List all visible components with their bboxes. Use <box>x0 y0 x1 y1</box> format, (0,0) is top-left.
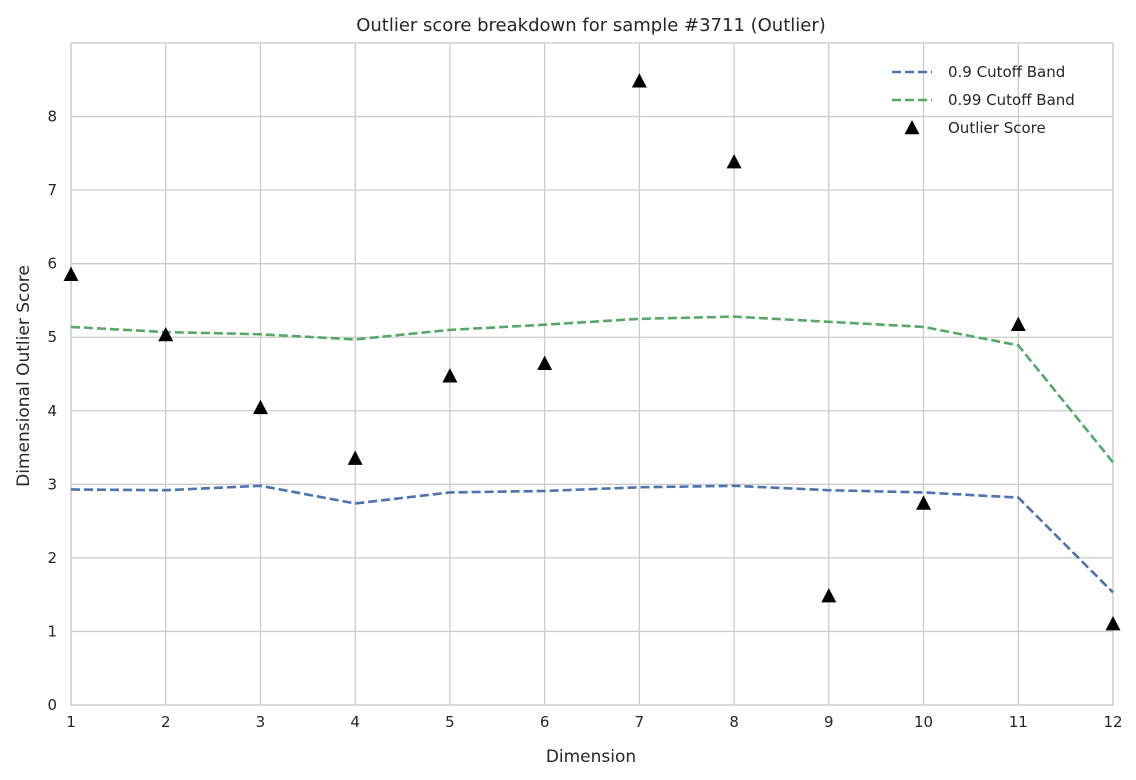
outlier-score-point <box>916 495 932 510</box>
outlier-score-point <box>537 355 553 370</box>
outlier-score-point <box>1010 316 1026 331</box>
x-tick-label: 9 <box>824 713 834 731</box>
0-9-cutoff-band-line <box>70 484 1114 594</box>
y-tick-label: 6 <box>47 255 57 273</box>
y-tick-label: 5 <box>47 328 57 346</box>
y-tick-label: 7 <box>47 181 57 199</box>
y-tick-label: 0 <box>47 696 57 714</box>
x-tick-label: 7 <box>635 713 645 731</box>
x-tick-label: 1 <box>66 713 76 731</box>
x-tick-label: 2 <box>161 713 171 731</box>
plot-frame <box>70 42 1114 706</box>
x-tick-label: 4 <box>350 713 360 731</box>
x-tick-label: 12 <box>1103 713 1122 731</box>
y-axis-title: Dimensional Outlier Score <box>14 265 34 487</box>
y-tick-label: 2 <box>47 549 57 567</box>
outlier-score-point <box>63 266 79 281</box>
outlier-score-point <box>1105 616 1121 631</box>
legend: 0.9 Cutoff Band 0.99 Cutoff Band Outlier S… <box>892 63 1075 137</box>
x-tick-label: 6 <box>540 713 550 731</box>
x-tick-label: 3 <box>256 713 266 731</box>
outlier-score-point <box>726 154 742 169</box>
outlier-score-point <box>158 326 174 342</box>
outlier-score-point <box>252 399 268 415</box>
legend-label-0-9-cutoff-band: 0.9 Cutoff Band <box>948 63 1065 81</box>
x-tick-label: 10 <box>914 713 933 731</box>
plot-area <box>70 42 1114 706</box>
legend-swatch-outlier-score <box>904 119 920 135</box>
outlier-score-point <box>347 450 363 465</box>
y-tick-label: 8 <box>47 108 57 126</box>
x-tick-label: 11 <box>1009 713 1028 731</box>
y-tick-label: 3 <box>47 475 57 493</box>
legend-label-0-99-cutoff-band: 0.99 Cutoff Band <box>948 91 1075 109</box>
y-tick-label: 4 <box>47 402 57 420</box>
x-tick-label: 8 <box>729 713 739 731</box>
series <box>63 73 1121 631</box>
chart-title: Outlier score breakdown for sample #3711… <box>356 15 826 36</box>
outlier-score-point <box>631 73 647 88</box>
grid <box>70 43 1114 706</box>
0-99-cutoff-band-line <box>70 315 1115 464</box>
outlier-score-point <box>442 368 458 383</box>
legend-label-outlier-score: Outlier Score <box>948 119 1046 137</box>
x-tick-label: 5 <box>445 713 455 731</box>
y-axis: 0 1 2 3 4 5 6 7 8 <box>47 108 57 714</box>
x-axis: 1 2 3 4 5 6 7 8 9 10 11 12 <box>66 713 1122 731</box>
x-axis-title: Dimension <box>546 747 636 767</box>
y-tick-label: 1 <box>47 622 57 640</box>
outlier-score-point <box>821 588 837 603</box>
